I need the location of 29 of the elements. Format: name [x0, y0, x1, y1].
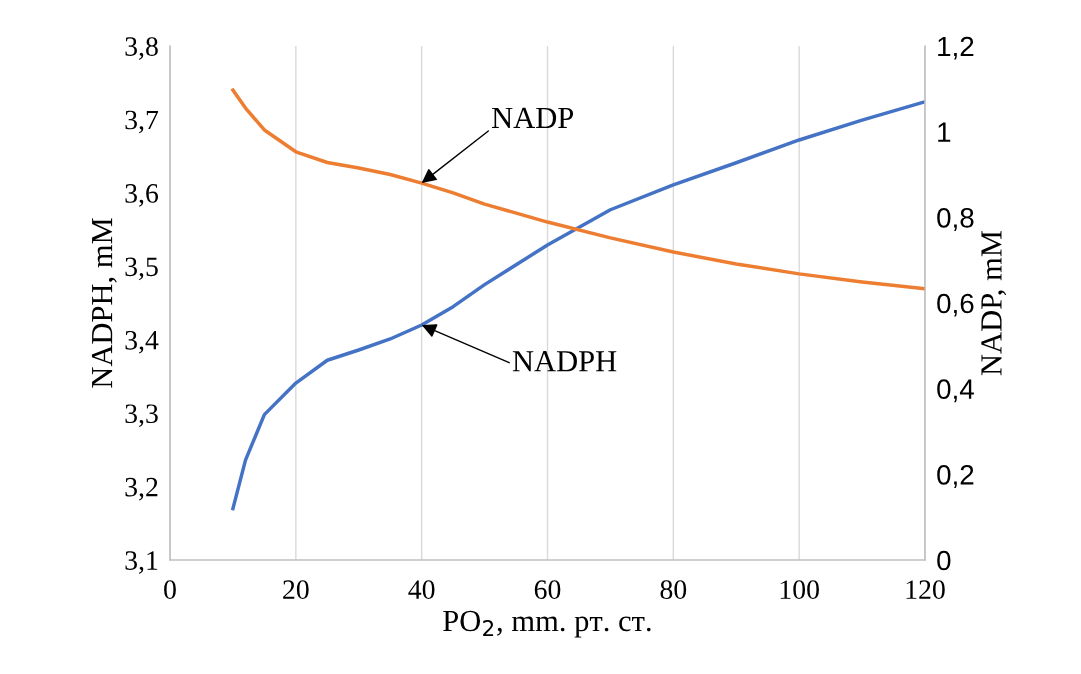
x-tick-label: 40 — [408, 580, 435, 599]
line-series — [231, 88, 925, 291]
y-axis-title: NADPH, mM — [91, 218, 117, 388]
x-tick-label: 60 — [534, 580, 561, 599]
y2-tick-label: 0,6 — [937, 293, 974, 317]
x-tick-label: 100 — [780, 580, 819, 599]
y-tick-label: 3,5 — [125, 257, 158, 281]
y2-tick-label: 1 — [938, 122, 951, 142]
y-tick-label: 3,4 — [125, 330, 159, 354]
y2-tick-label: 0 — [937, 550, 951, 571]
x-tick-label: 20 — [283, 580, 309, 599]
y-tick-label: 3,1 — [125, 551, 158, 574]
x-tick-label: 0 — [164, 580, 176, 599]
y2-axis-title: NADP, mM — [981, 230, 1007, 376]
text: NADP — [491, 107, 574, 128]
y2-tick-label: 0,4 — [937, 379, 974, 403]
y-tick-label: 3,3 — [125, 404, 158, 428]
y-tick-label: 3,6 — [125, 184, 159, 207]
y-tick-label: 3,2 — [125, 477, 158, 501]
y2-tick-label: 0,8 — [937, 208, 974, 231]
y-tick-label: 3,7 — [125, 110, 159, 134]
x-axis-title: PO$_{2}$, mm. рт. ст. — [443, 610, 651, 638]
y-tick-label: 3,8 — [125, 37, 158, 60]
y2-tick-label: 1,2 — [938, 36, 974, 60]
x-tick-label: 80 — [660, 580, 687, 599]
y2-tick-label: 0,2 — [937, 465, 974, 488]
line-series — [231, 100, 925, 511]
x-tick-label: 120 — [906, 580, 945, 599]
text: NADPH — [512, 351, 617, 372]
